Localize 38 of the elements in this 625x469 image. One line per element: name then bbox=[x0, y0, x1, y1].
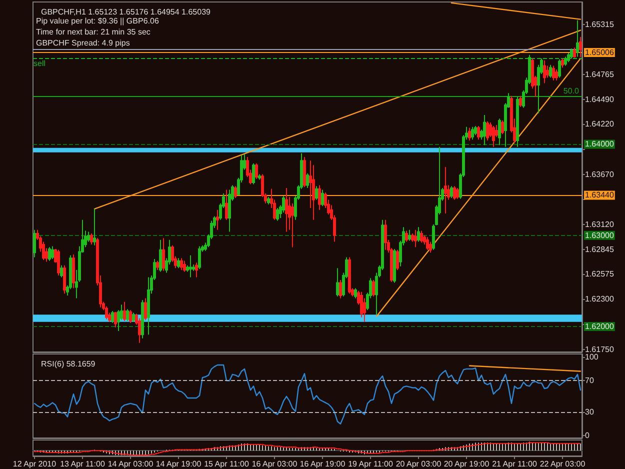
y-tick-label: 1.64765 bbox=[585, 70, 614, 79]
annotation: 50.0 bbox=[563, 86, 580, 96]
x-tick-label: 12 Apr 2010 bbox=[12, 460, 57, 468]
text: RSI(6) 58.1659 bbox=[41, 360, 96, 368]
y-tick-label: 0 bbox=[585, 431, 590, 440]
ref-line-label: 1.62000 bbox=[585, 322, 614, 331]
x-tick-label: 19 Apr 11:00 bbox=[348, 460, 394, 468]
ref-line-label: 1.63000 bbox=[585, 230, 614, 240]
y-tick-label: 70 bbox=[585, 376, 594, 386]
y-tick-label: 1.63120 bbox=[585, 220, 614, 229]
x-tick-label: 16 Apr 19:00 bbox=[300, 460, 346, 468]
x-tick-label: 14 Apr 03:00 bbox=[108, 460, 154, 468]
annotation: GBPCHF Spread: 4.9 pips bbox=[36, 38, 130, 48]
x-tick-label: 21 Apr 11:00 bbox=[492, 460, 538, 468]
ref-line-label: 1.65006 bbox=[585, 48, 614, 57]
y-tick-label: 1.63670 bbox=[585, 170, 614, 179]
x-tick-label: 15 Apr 11:00 bbox=[204, 460, 250, 468]
y-tick-label: 100 bbox=[585, 352, 599, 362]
y-tick-label: 1.62300 bbox=[585, 294, 614, 304]
x-tick-label: 13 Apr 11:00 bbox=[60, 460, 106, 468]
ref-line-label: 1.63440 bbox=[585, 190, 614, 200]
x-tick-label: 16 Apr 03:00 bbox=[252, 460, 298, 468]
y-tick-label: 1.64220 bbox=[585, 120, 614, 129]
y-tick-label: 1.62845 bbox=[585, 244, 614, 254]
y-tick-label: 1.61750 bbox=[585, 344, 614, 354]
ref-line-label: 1.64000 bbox=[585, 140, 614, 149]
x-tick-label: 22 Apr 03:00 bbox=[540, 460, 586, 468]
annotation: Pip value per lot: $9.36 || GBP6.06 bbox=[36, 16, 160, 26]
y-tick-label: 1.64490 bbox=[585, 95, 614, 104]
x-tick-label: 14 Apr 19:00 bbox=[156, 460, 202, 468]
y-tick-label: 1.62575 bbox=[585, 270, 614, 279]
x-tick-label: 20 Apr 03:00 bbox=[396, 460, 442, 468]
annotation: Time for next bar: 21 min 35 sec bbox=[36, 28, 150, 36]
y-tick-label: 1.65315 bbox=[585, 20, 614, 29]
annotation: sell bbox=[34, 59, 46, 68]
y-tick-label: 30 bbox=[585, 408, 594, 417]
text: GBPCHF,H1 1.65123 1.65176 1.64954 1.65039 bbox=[41, 8, 212, 16]
x-tick-label: 20 Apr 19:00 bbox=[444, 460, 490, 468]
